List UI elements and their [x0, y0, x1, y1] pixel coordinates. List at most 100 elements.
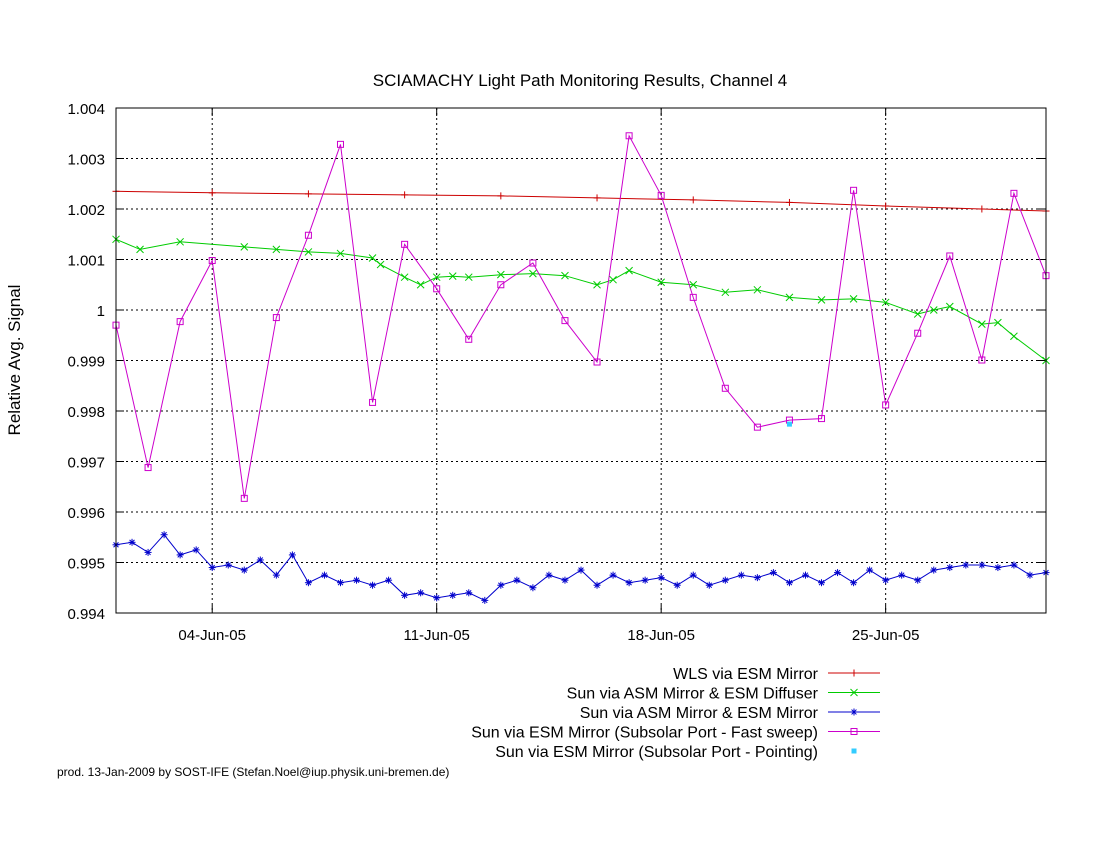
x-marker — [136, 245, 144, 254]
plus-marker — [689, 196, 697, 204]
y-tick-label: 0.995 — [67, 556, 105, 573]
square-marker — [336, 140, 344, 148]
star-marker — [801, 571, 809, 579]
star-marker — [866, 566, 874, 574]
square-marker — [176, 318, 184, 326]
star-marker — [465, 589, 473, 597]
square-marker — [721, 384, 729, 392]
chart-title: SCIAMACHY Light Path Monitoring Results,… — [373, 71, 788, 90]
star-marker — [192, 546, 200, 554]
star-marker — [304, 579, 312, 587]
square-marker — [946, 252, 954, 260]
legend-label: WLS via ESM Mirror — [673, 666, 819, 683]
star-marker — [673, 581, 681, 589]
y-tick-label: 0.998 — [67, 404, 105, 421]
x-marker — [176, 237, 184, 246]
x-marker — [1010, 332, 1018, 341]
star-marker — [593, 581, 601, 589]
star-marker — [994, 564, 1002, 572]
star-marker — [288, 551, 296, 559]
star-marker — [930, 566, 938, 574]
series-line-2 — [115, 238, 1047, 361]
plus-marker — [850, 669, 858, 677]
x-marker — [657, 278, 666, 287]
star-marker — [529, 584, 537, 592]
star-marker — [256, 556, 264, 564]
square-marker — [561, 317, 569, 325]
square-marker — [689, 293, 697, 301]
plus-marker — [882, 202, 890, 210]
star-marker — [898, 571, 906, 579]
square-marker — [914, 329, 922, 337]
star-marker — [513, 576, 521, 584]
x-marker — [376, 260, 385, 269]
footer-credit: prod. 13-Jan-2009 by SOST-IFE (Stefan.No… — [57, 765, 449, 779]
x-marker — [929, 306, 938, 314]
plus-marker — [593, 194, 601, 202]
star-marker — [369, 581, 377, 589]
star-marker — [689, 571, 697, 579]
star-marker — [272, 571, 280, 579]
square-marker — [850, 186, 858, 194]
x-marker — [785, 293, 794, 302]
plus-marker — [978, 205, 986, 213]
x-marker — [496, 270, 505, 279]
square-marker — [818, 415, 826, 423]
star-marker — [850, 708, 858, 716]
plus-marker — [208, 189, 216, 197]
star-marker — [785, 579, 793, 587]
x-marker — [881, 298, 890, 307]
x-marker — [336, 249, 345, 258]
x-tick-labels: 04-Jun-05 11-Jun-05 18-Jun-05 25-Jun-05 — [178, 627, 919, 644]
star-marker — [224, 561, 232, 569]
square-marker — [304, 231, 312, 239]
star-marker — [128, 538, 136, 546]
y-tick-label: 1.001 — [67, 253, 105, 270]
x-marker — [593, 280, 601, 289]
x-marker — [625, 266, 633, 275]
legend-label: Sun via ASM Mirror & ESM Diffuser — [567, 686, 819, 703]
y-tick-label: 0.994 — [67, 606, 105, 623]
star-marker — [353, 576, 361, 584]
star-marker — [561, 576, 569, 584]
x-marker — [561, 271, 569, 280]
star-marker — [545, 571, 553, 579]
x-marker — [416, 280, 425, 289]
star-marker — [769, 569, 777, 577]
x-marker — [304, 248, 313, 256]
legend-label: Sun via ASM Mirror & ESM Mirror — [580, 705, 819, 722]
x-marker — [529, 269, 537, 278]
star-marker — [336, 579, 344, 587]
x-tick-label: 04-Jun-05 — [178, 627, 246, 644]
star-marker — [737, 571, 745, 579]
x-marker — [464, 273, 473, 282]
legend-label: Sun via ESM Mirror (Subsolar Port - Poin… — [495, 744, 818, 761]
star-marker — [609, 571, 617, 579]
square-marker — [657, 191, 665, 199]
star-marker — [705, 581, 713, 589]
x-tick-label: 11-Jun-05 — [403, 627, 469, 644]
square-marker — [272, 314, 280, 322]
x-marker — [400, 273, 409, 282]
y-tick-label: 1.004 — [67, 101, 105, 118]
star-marker — [721, 576, 729, 584]
square-marker — [208, 257, 216, 265]
star-marker — [882, 576, 890, 584]
x-marker — [945, 302, 954, 311]
star-marker — [385, 576, 393, 584]
star-marker — [208, 564, 216, 572]
plus-marker — [497, 192, 505, 200]
y-tick-label: 0.999 — [67, 354, 105, 371]
square-marker — [497, 281, 505, 289]
star-marker — [641, 576, 649, 584]
square-marker — [401, 240, 409, 248]
square-marker — [625, 132, 633, 140]
x-marker — [849, 295, 858, 303]
plus-marker — [785, 198, 793, 206]
star-marker — [417, 589, 425, 597]
star-marker — [176, 551, 184, 559]
y-tick-labels: 0.994 0.995 0.996 0.997 0.998 0.999 1 1.001 1.00… — [67, 101, 105, 623]
x-marker — [609, 275, 617, 284]
square-marker — [240, 494, 248, 502]
